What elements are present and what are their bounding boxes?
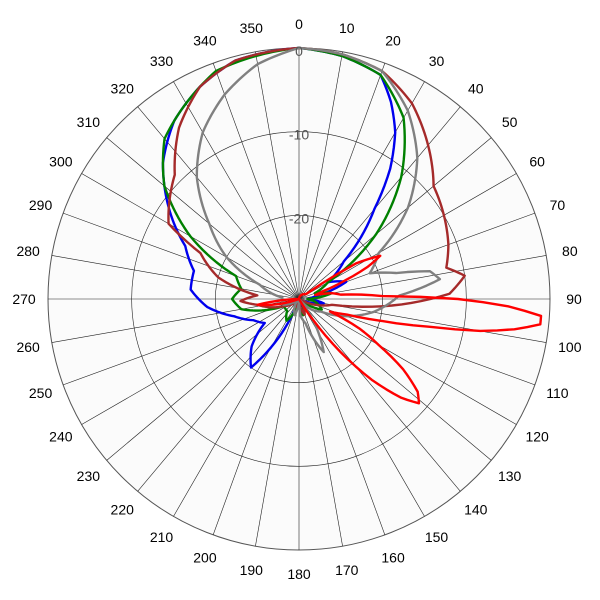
grid-spoke (63, 298, 300, 386)
radial-tick-label: -20 (289, 210, 309, 226)
grid-spoke (298, 51, 343, 300)
angle-tick-label: 270 (12, 291, 36, 307)
angle-tick-label: 210 (150, 529, 174, 545)
grid-spoke (298, 298, 343, 547)
angle-tick-label: 330 (150, 53, 174, 69)
angle-tick-label: 280 (16, 243, 40, 259)
grid-spoke (51, 255, 300, 300)
angle-tick-label: 250 (29, 385, 53, 401)
angle-tick-label: 70 (550, 197, 566, 213)
grid-spoke (173, 81, 300, 300)
angle-tick-label: 260 (16, 339, 40, 355)
angle-tick-label: 80 (562, 243, 578, 259)
grid-spoke (51, 298, 300, 343)
angle-tick-label: 150 (425, 529, 449, 545)
grid-spoke (298, 137, 492, 300)
grid-spoke (106, 137, 300, 300)
angle-tick-label: 10 (339, 20, 355, 36)
angle-tick-label: 290 (29, 197, 53, 213)
angle-tick-label: 230 (77, 468, 101, 484)
grid-spoke (212, 298, 300, 535)
angle-tick-label: 60 (529, 154, 545, 170)
angle-tick-label: 350 (240, 20, 264, 36)
angle-tick-label: 340 (193, 33, 217, 49)
grid-spoke (298, 106, 461, 300)
angle-tick-label: 120 (525, 429, 549, 445)
grid-spoke (298, 298, 517, 425)
grid-spoke (255, 298, 300, 547)
angle-tick-label: 110 (546, 385, 569, 401)
angle-tick-label: 320 (111, 80, 135, 96)
angle-tick-label: 300 (49, 154, 73, 170)
angle-tick-label: 180 (287, 566, 311, 582)
series-lines (161, 46, 543, 405)
angle-tick-label: 140 (464, 502, 488, 518)
radial-tick-label: 0 (295, 43, 303, 59)
grid-spoke (298, 298, 461, 492)
grid-spoke (137, 298, 300, 492)
grid-spoke (173, 298, 300, 517)
angle-tick-label: 0 (295, 16, 303, 32)
angle-tick-label: 20 (385, 33, 401, 49)
angle-tick-label: 160 (381, 549, 405, 565)
series-line (256, 254, 543, 405)
angle-tick-label: 310 (77, 114, 101, 130)
angle-tick-label: 40 (468, 80, 484, 96)
angle-tick-label: 100 (558, 339, 582, 355)
angle-tick-labels: 0 10 20 30 40 50 60 70 80 90 100 110 120 130 140 150 160… (12, 16, 582, 582)
grid-spoke (298, 255, 547, 300)
grid-spoke (298, 63, 386, 300)
grid-spoke (106, 298, 300, 461)
angle-tick-label: 130 (498, 468, 522, 484)
radial-tick-labels: 0 -10 -20 (289, 43, 309, 226)
angle-tick-label: 170 (335, 562, 359, 578)
radial-tick-label: -10 (289, 127, 309, 143)
angle-tick-label: 200 (193, 549, 217, 565)
grid-spoke (212, 63, 300, 300)
angle-tick-label: 90 (566, 291, 582, 307)
angle-tick-label: 190 (240, 562, 264, 578)
angle-tick-label: 50 (502, 114, 518, 130)
angle-tick-label: 30 (429, 53, 445, 69)
grid-spoke (255, 51, 300, 300)
angle-tick-label: 220 (111, 502, 135, 518)
grid-spoke (81, 298, 300, 425)
grid-spoke (298, 298, 492, 461)
angle-tick-label: 240 (49, 429, 73, 445)
